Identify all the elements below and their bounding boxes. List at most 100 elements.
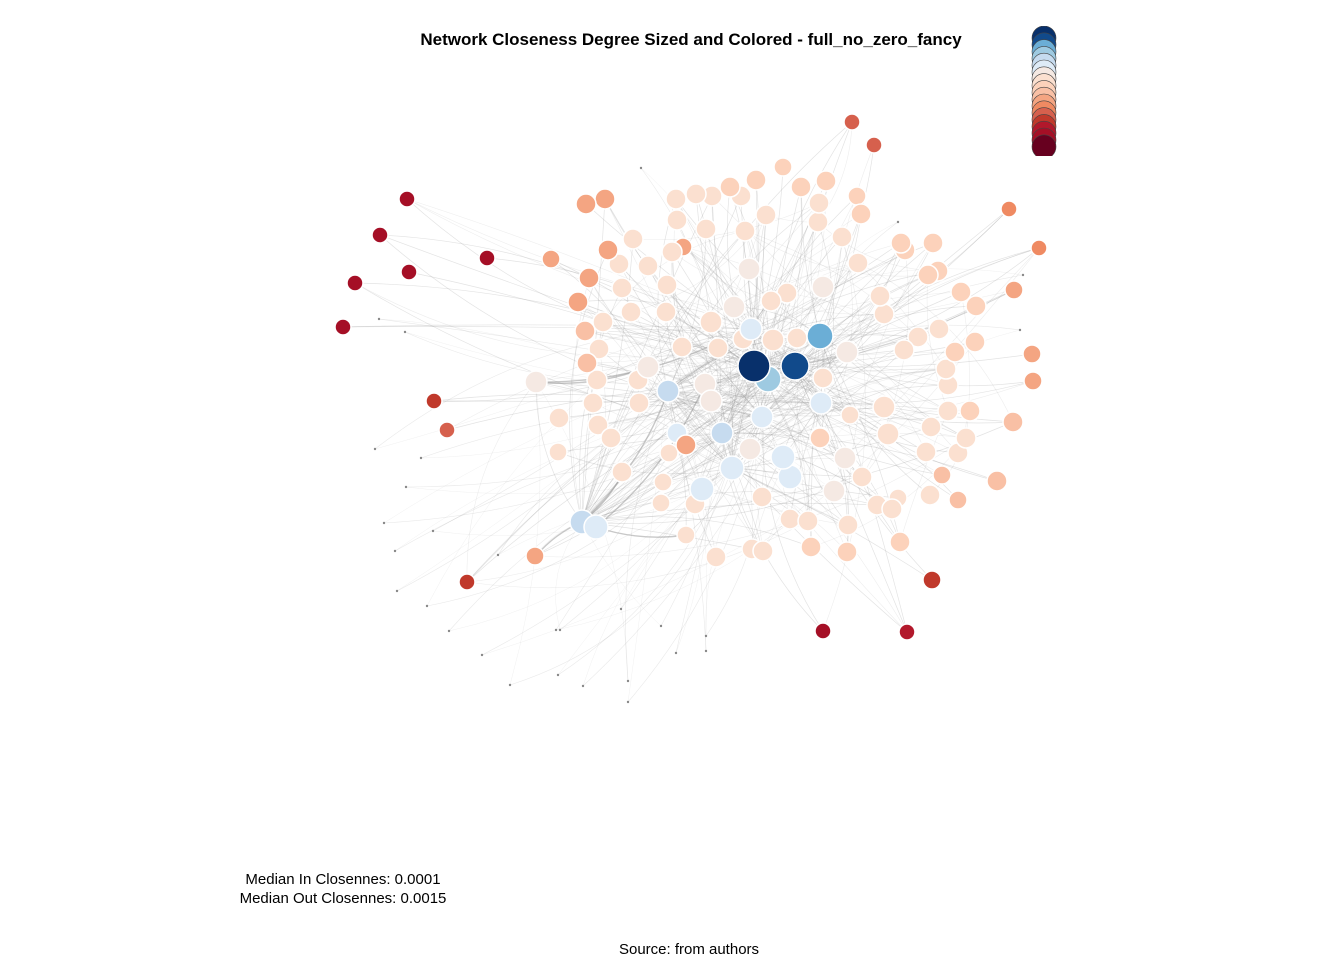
network-node — [835, 340, 859, 364]
edge — [535, 381, 669, 396]
network-node — [893, 339, 915, 361]
peripheral-node — [431, 529, 435, 533]
network-node — [806, 322, 834, 350]
edge — [667, 390, 717, 558]
network-node — [737, 257, 761, 281]
peripheral-node — [626, 700, 630, 704]
edge — [667, 384, 822, 404]
legend-swatch — [1031, 134, 1057, 156]
edge — [638, 262, 859, 404]
edge — [761, 416, 824, 632]
network-node — [873, 303, 895, 325]
network-node — [881, 498, 903, 520]
edge — [667, 390, 849, 526]
network-node — [872, 395, 896, 419]
network-node — [628, 392, 650, 414]
network-node — [478, 249, 496, 267]
edge — [761, 295, 881, 418]
edge — [789, 402, 822, 520]
network-node — [928, 318, 950, 340]
edge — [497, 488, 703, 556]
edge — [632, 202, 820, 241]
edge — [796, 221, 899, 339]
network-node — [398, 190, 416, 208]
network-node — [661, 241, 683, 263]
edge — [625, 390, 669, 682]
edge — [667, 390, 784, 458]
network-node — [833, 446, 857, 470]
network-node — [622, 228, 644, 250]
edge — [772, 339, 846, 459]
network-node — [541, 249, 561, 269]
network-node — [811, 275, 835, 299]
edge — [466, 488, 703, 583]
edge — [597, 365, 755, 426]
edge — [667, 270, 939, 392]
edge — [432, 402, 822, 536]
network-node — [847, 252, 869, 274]
network-node — [676, 525, 696, 545]
edge — [446, 321, 712, 431]
edge — [665, 311, 733, 469]
edge — [772, 262, 859, 341]
edge — [666, 284, 796, 367]
edge — [638, 402, 763, 418]
edge — [731, 426, 932, 469]
edge — [794, 305, 977, 367]
network-node — [656, 379, 680, 403]
edge — [731, 467, 848, 553]
network-node — [865, 136, 883, 154]
median-out-closeness: Median Out Closennes: 0.0015 — [239, 890, 447, 907]
network-node — [1030, 239, 1048, 257]
edge — [731, 467, 933, 581]
edge — [534, 437, 967, 558]
edge — [598, 348, 733, 469]
edge — [581, 238, 634, 523]
network-node — [587, 414, 609, 436]
network-node — [932, 465, 952, 485]
edge — [705, 377, 824, 652]
network-node — [843, 113, 861, 131]
network-node — [745, 169, 767, 191]
network-node — [840, 405, 860, 425]
network-node — [597, 239, 619, 261]
edge — [744, 230, 929, 277]
edge — [794, 365, 932, 428]
edge — [584, 330, 755, 367]
network-node — [705, 546, 727, 568]
network-node — [525, 546, 545, 566]
network-node — [822, 479, 846, 503]
edge — [621, 378, 769, 473]
edge — [581, 516, 812, 548]
edge — [557, 451, 733, 475]
edge — [647, 366, 822, 404]
network-node — [438, 421, 456, 439]
network-node — [1004, 280, 1024, 300]
network-node — [950, 281, 972, 303]
network-node — [837, 514, 859, 536]
edge — [772, 262, 859, 341]
edge — [819, 335, 949, 412]
network-node — [761, 328, 785, 352]
edge — [682, 246, 905, 351]
edge — [807, 402, 822, 522]
network-node — [611, 277, 633, 299]
network-node — [594, 188, 616, 210]
network-node — [586, 369, 608, 391]
network-node — [889, 531, 911, 553]
network-node — [812, 367, 834, 389]
peripheral-node — [447, 629, 451, 633]
network-node — [780, 351, 810, 381]
edge — [750, 291, 962, 330]
edge — [555, 521, 583, 631]
edge — [660, 365, 755, 627]
network-node — [575, 193, 597, 215]
network-node — [699, 389, 723, 413]
edge — [820, 380, 1034, 405]
network-node — [548, 442, 568, 462]
edge — [581, 502, 878, 523]
edge — [744, 230, 919, 338]
peripheral-node — [556, 673, 560, 677]
edge — [595, 383, 706, 528]
network-node — [695, 218, 717, 240]
